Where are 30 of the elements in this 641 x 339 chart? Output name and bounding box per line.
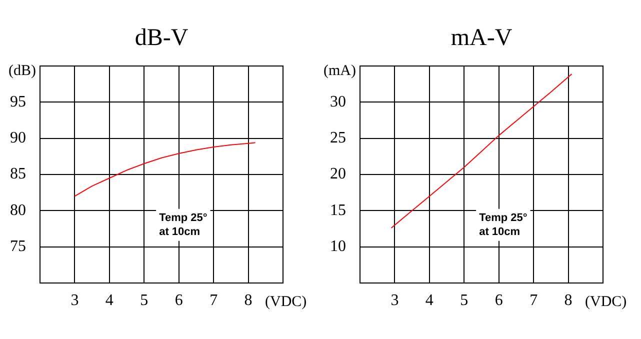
x-tick-label: 3 [390, 292, 399, 309]
y-tick-label: 30 [330, 93, 346, 110]
chart-title: mA-V [450, 25, 513, 51]
annotation: Temp 25° at 10cm [159, 212, 208, 238]
y-tick-label: 90 [10, 130, 26, 147]
x-axis-title: (VDC) [265, 294, 307, 310]
y-tick-label: 10 [330, 238, 346, 256]
y-tick-label: 75 [10, 238, 26, 256]
x-tick-label: 6 [494, 292, 503, 309]
y-axis-title: (mA) [324, 62, 356, 79]
x-tick-label: 8 [564, 292, 572, 309]
x-tick-label: 4 [105, 292, 114, 309]
y-tick-label: 15 [330, 202, 346, 219]
y-axis-title: (dB) [8, 62, 36, 79]
x-tick-label: 3 [70, 292, 79, 309]
chart-title: dB-V [134, 25, 189, 51]
y-tick-label: 80 [10, 202, 26, 219]
x-tick-label: 6 [174, 292, 183, 309]
y-tick-label: 20 [330, 166, 346, 183]
x-tick-label: 4 [425, 292, 434, 309]
y-tick-label: 85 [10, 166, 26, 183]
x-tick-label: 7 [210, 292, 218, 309]
x-tick-label: 5 [140, 292, 148, 309]
y-tick-label: 95 [10, 93, 26, 110]
x-tick-label: 5 [460, 292, 468, 309]
x-tick-label: 7 [530, 292, 538, 309]
x-tick-label: 8 [244, 292, 252, 309]
annotation: Temp 25° at 10cm [479, 212, 528, 238]
y-tick-label: 25 [330, 130, 346, 147]
x-axis-title: (VDC) [585, 294, 627, 310]
